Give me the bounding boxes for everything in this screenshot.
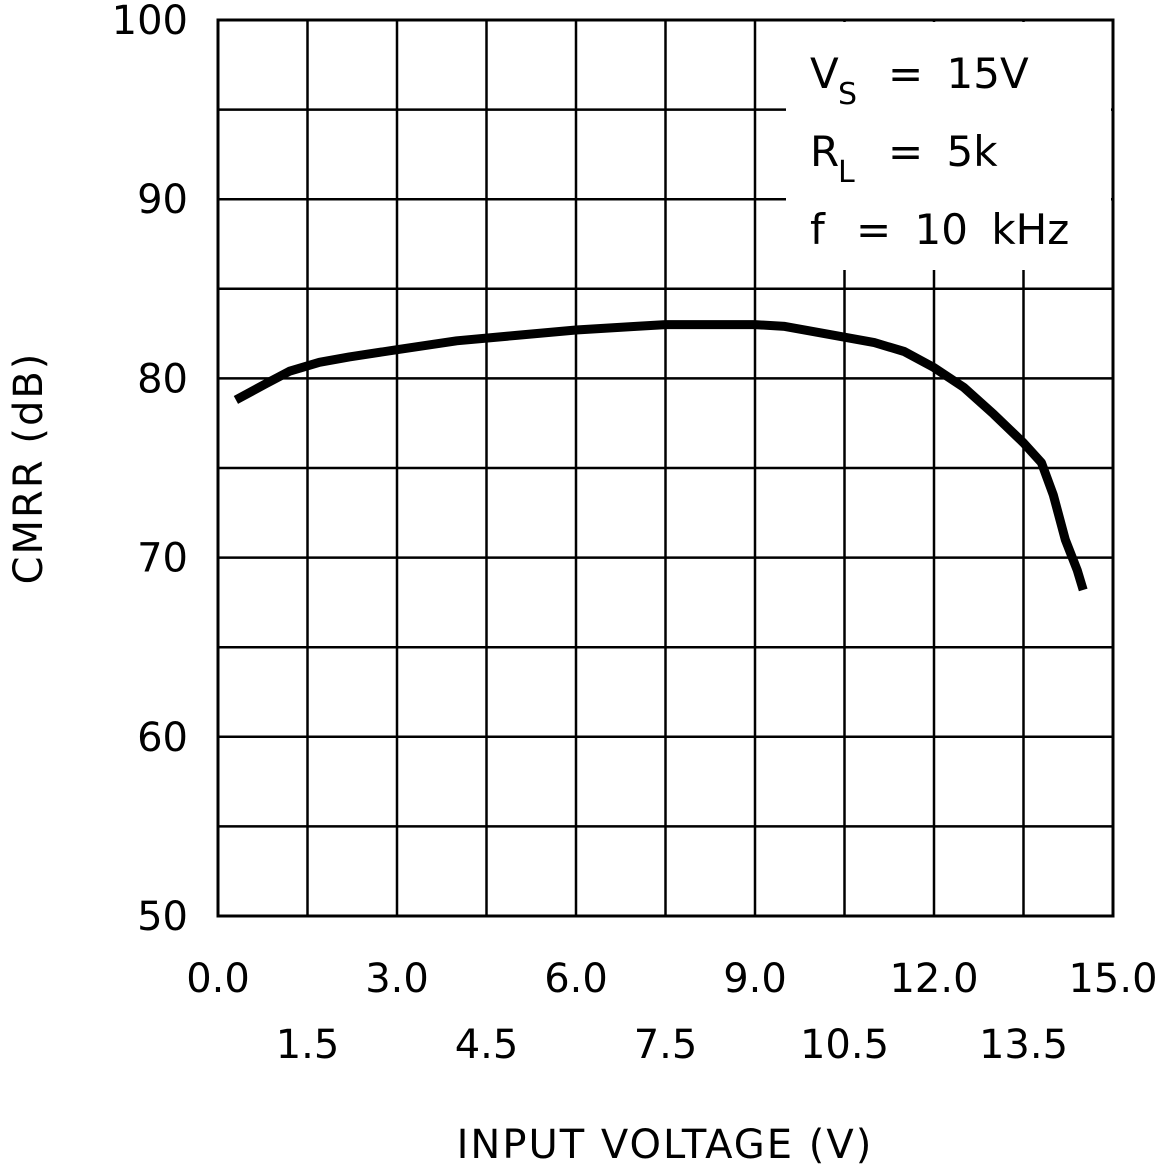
legend-condition: f = 10 kHz [810, 205, 1069, 254]
y-tick-label: 70 [137, 536, 188, 582]
legend-value: = 15V [888, 49, 1029, 98]
legend-value: = 5k [888, 127, 998, 176]
x-tick-label: 9.0 [723, 956, 787, 1002]
legend-condition: RL = 5k [810, 127, 998, 190]
x-tick-label: 3.0 [365, 956, 429, 1002]
legend-symbol: R [810, 127, 839, 176]
x-tick-label: 6.0 [544, 956, 608, 1002]
x-tick-label: 7.5 [634, 1022, 698, 1068]
y-tick-label: 80 [137, 356, 188, 402]
legend-symbol: f [810, 205, 826, 254]
x-tick-label: 15.0 [1068, 956, 1156, 1002]
x-tick-label: 4.5 [455, 1022, 519, 1068]
x-tick-label: 1.5 [276, 1022, 340, 1068]
legend-subscript: S [838, 77, 857, 112]
x-tick-label: 0.0 [186, 956, 250, 1002]
y-tick-labels: 50 60 70 80 90 100 [112, 0, 188, 940]
grid-lines [218, 20, 1113, 916]
legend-box [786, 22, 1111, 270]
y-axis-title: CMRR (dB) [6, 352, 52, 585]
series-line-cmrr [233, 320, 1088, 592]
y-tick-label: 100 [112, 0, 188, 44]
plot-frame [216, 18, 1115, 918]
y-tick-label: 60 [137, 715, 188, 761]
legend-symbol: V [810, 49, 839, 98]
x-tick-label: 13.5 [979, 1022, 1068, 1068]
x-tick-label: 12.0 [889, 956, 978, 1002]
x-axis-title: INPUT VOLTAGE (V) [457, 1122, 874, 1166]
legend-subscript: L [838, 155, 855, 190]
y-tick-label: 50 [137, 894, 188, 940]
legend-condition: V S = 15V [810, 49, 1029, 112]
x-tick-label: 10.5 [800, 1022, 889, 1068]
legend-value: = 10 kHz [856, 205, 1069, 254]
x-tick-labels: 0.0 3.0 6.0 9.0 12.0 15.0 1.5 4.5 7.5 10.5 13.5 [186, 956, 1156, 1068]
legend: V S = 15V RL = 5k f = 10 kHz [810, 49, 1069, 254]
y-tick-label: 90 [137, 177, 188, 223]
